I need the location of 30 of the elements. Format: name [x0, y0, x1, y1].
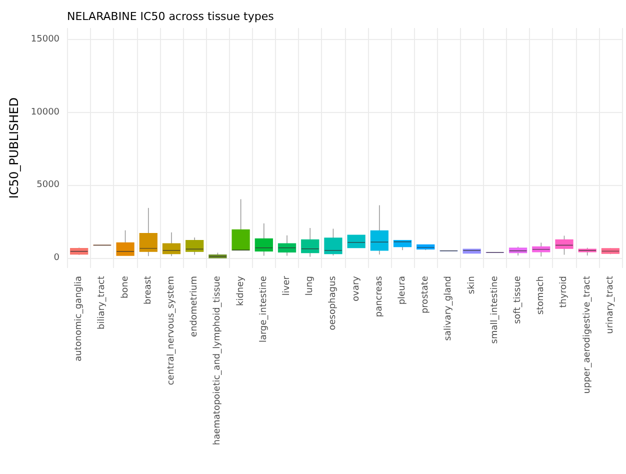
x-tick-label: urinary_tract: [605, 276, 616, 334]
x-tick-label: salivary_gland: [444, 276, 454, 341]
x-tick-label: bone: [120, 276, 130, 298]
y-tick-label: 10000: [30, 107, 60, 118]
x-tick-label: upper_aerodigestive_tract: [582, 276, 592, 394]
y-tick-label: 15000: [30, 34, 60, 45]
x-tick-label: liver: [282, 276, 292, 296]
x-tick-label: haematopoietic_and_lymphoid_tissue: [212, 276, 223, 446]
x-tick-label: kidney: [236, 275, 246, 306]
x-tick-label: lung: [305, 276, 316, 296]
y-tick-label: 0: [54, 252, 60, 263]
x-tick-label: stomach: [536, 276, 546, 315]
x-tick-label: large_intestine: [258, 276, 269, 343]
y-tick-label: 5000: [36, 180, 60, 190]
x-tick-label: endometrium: [190, 276, 200, 337]
y-axis-title: IC50_PUBLISHED: [7, 97, 21, 199]
x-tick-label: central_nervous_system: [166, 276, 176, 386]
x-tick-label: autonomic_ganglia: [74, 276, 84, 362]
x-tick-label: pancreas: [374, 276, 384, 318]
x-tick-label: soft_tissue: [513, 276, 524, 324]
x-tick-label: thyroid: [559, 276, 570, 308]
x-tick-label: skin: [466, 276, 477, 294]
chart-title: NELARABINE IC50 across tissue types: [67, 10, 274, 23]
x-tick-label: biliary_tract: [97, 276, 108, 330]
x-tick-label: oesophagus: [328, 276, 338, 330]
x-tick-label: breast: [143, 276, 154, 304]
x-tick-label: pleura: [398, 276, 408, 305]
x-tick-label: prostate: [420, 276, 431, 314]
x-tick-label: ovary: [351, 275, 362, 302]
x-tick-label: small_intestine: [490, 276, 500, 344]
